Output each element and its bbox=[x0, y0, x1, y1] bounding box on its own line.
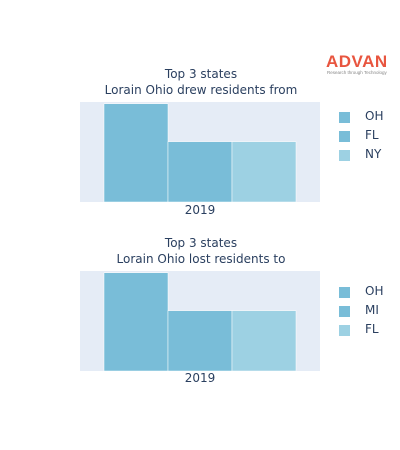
bar-oh[interactable] bbox=[103, 103, 169, 203]
legend-item[interactable]: MI bbox=[336, 302, 396, 321]
legend-swatch bbox=[339, 112, 350, 123]
x-tick-label: 2019 bbox=[184, 371, 216, 385]
legend-swatch bbox=[339, 287, 350, 298]
legend-swatch bbox=[339, 306, 350, 317]
x-tick-label: 2019 bbox=[184, 203, 216, 217]
bar-chart-area bbox=[80, 102, 320, 203]
bar-ny[interactable] bbox=[231, 141, 297, 203]
chart-lost-residents-to: Top 3 states Lorain Ohio lost residents … bbox=[0, 231, 400, 406]
legend-label: OH bbox=[365, 284, 384, 298]
bar-fl[interactable] bbox=[231, 310, 297, 372]
chart-title-line-2: Lorain Ohio drew residents from bbox=[104, 83, 298, 97]
legend-item[interactable]: FL bbox=[336, 127, 396, 146]
chart-title-line-1: Top 3 states bbox=[164, 236, 238, 250]
legend-label: FL bbox=[365, 322, 379, 336]
chart-title-line-1: Top 3 states bbox=[164, 67, 238, 81]
legend-swatch bbox=[339, 150, 350, 161]
legend-swatch bbox=[339, 131, 350, 142]
legend-item[interactable]: OH bbox=[336, 283, 396, 302]
legend-label: NY bbox=[365, 147, 382, 161]
legend-label: FL bbox=[365, 128, 379, 142]
legend-swatch bbox=[339, 325, 350, 336]
legend: OH MI FL bbox=[336, 283, 396, 340]
logo-wordmark: ADVAN bbox=[326, 52, 388, 71]
legend-label: MI bbox=[365, 303, 379, 317]
legend: OH FL NY bbox=[336, 108, 396, 165]
bar-oh[interactable] bbox=[103, 272, 169, 372]
legend-item[interactable]: FL bbox=[336, 321, 396, 340]
chart-title-line-2: Lorain Ohio lost residents to bbox=[116, 252, 286, 266]
bar-chart-area bbox=[80, 271, 320, 372]
legend-item[interactable]: NY bbox=[336, 146, 396, 165]
bar-mi[interactable] bbox=[167, 310, 233, 372]
bar-fl[interactable] bbox=[167, 141, 233, 203]
logo-tagline: Research through Technology bbox=[327, 70, 387, 75]
advan-logo: ADVAN Research through Technology bbox=[326, 52, 396, 78]
chart-drew-residents-from: Top 3 states Lorain Ohio drew residents … bbox=[0, 62, 400, 237]
legend-label: OH bbox=[365, 109, 384, 123]
legend-item[interactable]: OH bbox=[336, 108, 396, 127]
